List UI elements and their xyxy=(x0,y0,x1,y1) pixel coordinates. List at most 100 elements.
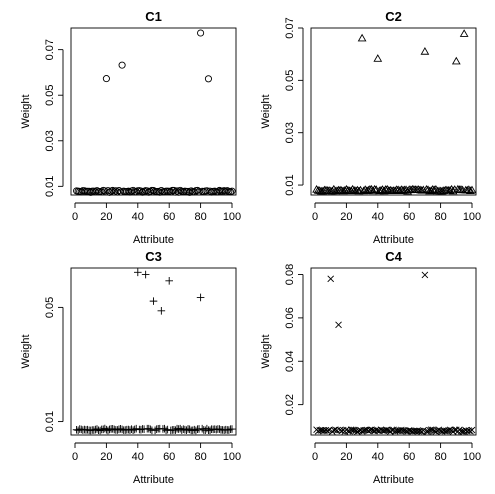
x-tick-label: 60 xyxy=(403,451,415,463)
baseline-point xyxy=(228,425,236,433)
plot-frame xyxy=(70,27,237,196)
x-tick-label: 20 xyxy=(100,451,112,463)
x-tick-label: 80 xyxy=(194,451,206,463)
baseline-point xyxy=(390,186,400,194)
baseline-point xyxy=(374,186,384,195)
baseline-point xyxy=(322,426,330,434)
baseline-point xyxy=(144,424,153,433)
panel-c2: C2 0 20 40 60 80 100 Attribute 0.01 0.03 0.05 0.07 W… xyxy=(260,9,481,246)
baseline-point xyxy=(225,426,233,434)
panel-title: C2 xyxy=(385,9,402,24)
panel-title: C4 xyxy=(385,249,402,264)
baseline-point xyxy=(151,426,159,435)
x-tick-label: 0 xyxy=(72,451,78,463)
data-point xyxy=(141,270,150,279)
data-point xyxy=(459,29,469,37)
y-axis: 0.02 0.04 0.06 0.08 xyxy=(284,264,304,415)
x-tick-label: 40 xyxy=(132,451,144,463)
y-tick-label: 0.03 xyxy=(44,130,56,151)
y-tick-label: 0.08 xyxy=(284,264,296,285)
x-tick-label: 100 xyxy=(463,211,481,223)
x-tick-label: 20 xyxy=(340,211,352,223)
baseline-point xyxy=(190,425,199,434)
baseline-point xyxy=(318,186,328,195)
x-axis-label: Attribute xyxy=(133,474,174,486)
x-axis-label: Attribute xyxy=(133,234,174,246)
baseline-point xyxy=(87,188,95,196)
plot-frame xyxy=(70,267,237,436)
y-axis: 0.01 0.05 xyxy=(44,297,64,432)
data-point xyxy=(420,47,430,55)
data-point xyxy=(327,275,335,283)
x-tick-label: 100 xyxy=(223,451,241,463)
data-points xyxy=(327,271,429,329)
baseline-point xyxy=(129,426,137,434)
baseline-point xyxy=(228,187,236,195)
baseline-point xyxy=(354,186,364,195)
y-tick-label: 0.02 xyxy=(284,394,296,415)
data-point xyxy=(335,321,342,329)
baseline-point xyxy=(368,186,378,195)
baseline-point xyxy=(446,426,454,434)
baseline-point xyxy=(149,186,158,195)
panel-c3: C3 0 20 40 60 80 100 Attribute 0.01 0.05 Weight xyxy=(20,249,241,486)
y-tick-label: 0.05 xyxy=(44,297,56,318)
baseline-point xyxy=(336,426,344,434)
x-axis: 0 20 40 60 80 100 xyxy=(72,442,241,463)
baseline-point xyxy=(338,186,348,195)
x-tick-label: 80 xyxy=(434,211,446,223)
x-tick-label: 60 xyxy=(403,211,415,223)
x-tick-label: 0 xyxy=(312,211,318,223)
baseline-point xyxy=(176,424,184,433)
panel-title: C3 xyxy=(145,249,162,264)
data-points xyxy=(357,29,469,65)
data-point xyxy=(197,29,205,37)
y-axis: 0.01 0.03 0.05 0.07 xyxy=(44,39,64,197)
y-axis-label: Weight xyxy=(260,334,272,368)
data-point xyxy=(357,33,367,42)
plot-frame xyxy=(310,267,477,436)
x-tick-label: 40 xyxy=(132,211,144,223)
x-tick-label: 0 xyxy=(72,211,78,223)
data-point xyxy=(149,297,158,305)
baseline-point xyxy=(417,185,427,194)
data-point xyxy=(373,54,383,62)
x-axis-label: Attribute xyxy=(373,234,414,246)
baseline-point xyxy=(116,425,125,433)
baseline-markers xyxy=(312,184,477,195)
baseline-point xyxy=(192,426,200,435)
baseline-point xyxy=(466,186,475,194)
x-axis: 0 20 40 60 80 100 xyxy=(312,202,481,223)
y-axis-label: Weight xyxy=(20,94,32,128)
y-tick-label: 0.05 xyxy=(284,70,296,91)
baseline-point xyxy=(332,186,342,195)
baseline-point xyxy=(186,188,194,196)
data-point xyxy=(204,75,212,83)
data-point xyxy=(118,61,126,69)
baseline-point xyxy=(96,426,104,435)
baseline-point xyxy=(439,186,449,194)
x-axis: 0 20 40 60 80 100 xyxy=(72,202,241,223)
x-tick-label: 100 xyxy=(463,451,481,463)
x-tick-label: 20 xyxy=(340,451,352,463)
y-tick-label: 0.01 xyxy=(284,174,296,195)
baseline-markers xyxy=(313,426,476,435)
baseline-point xyxy=(215,425,224,433)
data-point xyxy=(102,75,110,83)
y-tick-label: 0.07 xyxy=(44,39,56,60)
x-tick-label: 40 xyxy=(372,211,384,223)
baseline-markers xyxy=(72,424,236,435)
x-tick-label: 80 xyxy=(194,211,206,223)
y-tick-label: 0.06 xyxy=(284,307,296,328)
x-tick-label: 60 xyxy=(163,211,175,223)
x-axis: 0 20 40 60 80 100 xyxy=(312,442,481,463)
baseline-point xyxy=(206,426,214,435)
panel-title: C1 xyxy=(145,9,162,24)
data-point xyxy=(421,271,429,279)
baseline-point xyxy=(451,426,459,434)
x-tick-label: 20 xyxy=(100,211,112,223)
data-point xyxy=(134,268,142,277)
baseline-point xyxy=(137,425,145,434)
baseline-point xyxy=(203,424,211,433)
